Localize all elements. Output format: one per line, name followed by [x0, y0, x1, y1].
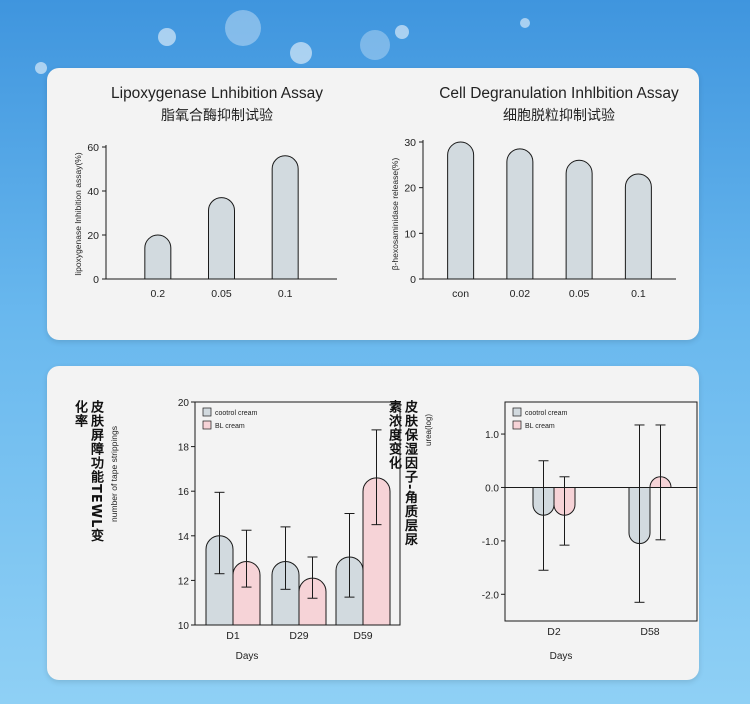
chart3-x-tick-label: D1: [226, 630, 240, 642]
chart1-bar: [271, 155, 299, 280]
chart3-legend-swatch: [202, 420, 212, 430]
chart2-bar: [565, 159, 593, 280]
chart4-legend-swatch: [512, 420, 522, 430]
chart4-y-tick-label: -2.0: [482, 590, 500, 601]
chart2-ylabel: β-hexosaminidase release(%): [390, 158, 400, 271]
chart4-y-tick-label: 0.0: [485, 483, 499, 494]
chart2-x-tick-label: con: [452, 288, 469, 300]
chart2-plot: 0 10 20 30 con 0.02 0.05 0.1: [404, 137, 676, 300]
chart4-plot: 1.0 0.0 -1.0 -2.0 D2 D58 cootrol cream BL cream: [482, 401, 698, 638]
chart3-y-tick-label: 12: [178, 576, 190, 587]
chart2-title: Cell Degranulation Inhlbition Assay: [439, 85, 679, 102]
chart4-y-tick-label: -1.0: [482, 537, 500, 548]
chart2-subtitle: 细胞脱粒抑制试验: [503, 108, 615, 124]
chart1-title: Lipoxygenase Lnhibition Assay: [111, 85, 323, 102]
chart1-y-tick-label: 20: [87, 230, 99, 242]
chart4-title: 皮肤保湿因子-角质层尿素浓度变化: [386, 400, 417, 547]
chart1-subtitle: 脂氧合酶抑制试验: [161, 108, 273, 124]
chart3-title: 皮肤屏障功能TEWL变化率: [72, 400, 103, 543]
chart3-bar-control: [205, 535, 234, 626]
background-bubble: [360, 30, 390, 60]
chart4-legend-label: BL cream: [525, 423, 555, 430]
chart3-y-tick-label: 10: [178, 621, 190, 632]
chart3-y-tick-label: 16: [178, 487, 190, 498]
chart3-plot: 10 12 14 16 18 20 D1 D29 D59 cootrol cream BL crea…: [178, 398, 401, 642]
chart1-y-tick-label: 40: [87, 186, 99, 198]
clinical-tests-card: 皮肤屏障功能TEWL变化率 皮肤保湿因子-角质层尿素浓度变化 number of…: [47, 366, 699, 680]
chart4-frame: [504, 401, 698, 622]
chart4-ylabel: urea(log): [424, 414, 433, 446]
chart3-xlabel: Days: [236, 651, 259, 662]
chart2-bar: [624, 173, 652, 280]
background-bubble: [35, 62, 47, 74]
chart1-y-tick-label: 0: [93, 274, 99, 286]
chart3-y-tick-label: 14: [178, 532, 190, 543]
chart3-legend-label: BL cream: [215, 423, 245, 430]
inhibition-assays-svg: Lipoxygenase Lnhibition Assay 脂氧合酶抑制试验 l…: [73, 85, 679, 300]
inhibition-assays-card: Lipoxygenase Lnhibition Assay 脂氧合酶抑制试验 l…: [47, 68, 699, 340]
chart3-legend-label: cootrol cream: [215, 410, 258, 417]
chart1-x-tick-label: 0.1: [278, 288, 293, 300]
chart4-y-tick-label: 1.0: [485, 430, 499, 441]
background-bubble: [225, 10, 261, 46]
chart2-y-tick-label: 0: [410, 274, 416, 286]
chart4-x-tick-label: D58: [640, 626, 659, 638]
chart3-bar-bl: [362, 477, 391, 626]
chart1-y-tick-label: 60: [87, 142, 99, 154]
background-bubble: [158, 28, 176, 46]
chart4-legend-label: cootrol cream: [525, 410, 568, 417]
chart3-bar-bl: [232, 560, 261, 626]
clinical-tests-svg: number of tape strippings Days 101214161…: [109, 398, 698, 662]
chart2-x-tick-label: 0.02: [510, 288, 531, 300]
chart2-y-tick-label: 20: [404, 183, 416, 195]
background-bubble: [395, 25, 409, 39]
chart2-bar: [506, 148, 534, 280]
chart1-x-tick-label: 0.2: [151, 288, 166, 300]
chart1-bar: [208, 197, 235, 280]
background-bubble: [520, 18, 530, 28]
chart3-y-tick-label: 20: [178, 398, 190, 409]
chart1-ylabel: lipoxygenase lnhibition assay(%): [73, 152, 83, 275]
chart1-x-tick-label: 0.05: [211, 288, 232, 300]
chart3-legend-swatch: [202, 407, 212, 417]
chart3-bar-bl: [298, 577, 327, 626]
chart1-plot: 0 20 40 60 0.2 0.05 0.1: [87, 142, 337, 300]
chart2-x-tick-label: 0.1: [631, 288, 646, 300]
chart4-legend-swatch: [512, 407, 522, 417]
background-bubble: [290, 42, 312, 64]
chart2-y-tick-label: 10: [404, 228, 416, 240]
chart3-ylabel: number of tape strippings: [109, 426, 119, 522]
chart3-y-tick-label: 18: [178, 443, 190, 454]
chart3-bar-control: [271, 560, 300, 626]
chart2-x-tick-label: 0.05: [569, 288, 590, 300]
chart3-x-tick-label: D29: [289, 630, 308, 642]
chart1-bar: [144, 234, 172, 280]
chart4-xlabel: Days: [550, 651, 573, 662]
chart2-bar: [447, 141, 475, 280]
chart3-x-tick-label: D59: [353, 630, 372, 642]
chart4-x-tick-label: D2: [547, 626, 561, 638]
chart2-y-tick-label: 30: [404, 137, 416, 149]
